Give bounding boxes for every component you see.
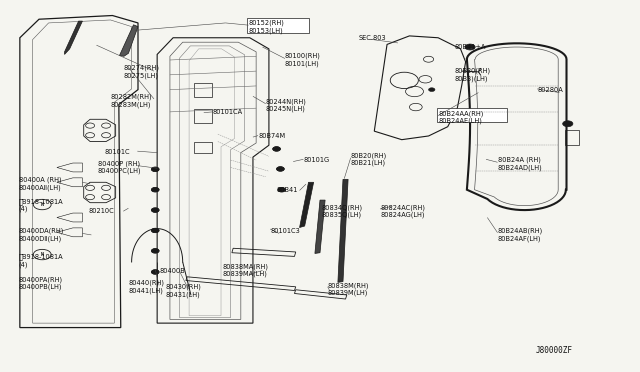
Text: N: N <box>41 252 44 257</box>
Text: 80824AC(RH)
80824AG(LH): 80824AC(RH) 80824AG(LH) <box>380 204 425 218</box>
Polygon shape <box>315 200 325 253</box>
Text: 80400A (RH)
80400AⅡ(LH): 80400A (RH) 80400AⅡ(LH) <box>19 177 61 191</box>
Circle shape <box>563 121 573 127</box>
Circle shape <box>465 44 475 50</box>
Bar <box>437 108 507 122</box>
Text: 80834Q(RH)
80835Q(LH): 80834Q(RH) 80835Q(LH) <box>321 204 362 218</box>
Bar <box>194 83 212 97</box>
Circle shape <box>152 228 159 233</box>
Polygon shape <box>120 25 138 56</box>
Polygon shape <box>300 182 314 228</box>
Text: 80838M(RH)
80839M(LH): 80838M(RH) 80839M(LH) <box>328 282 369 296</box>
Circle shape <box>152 248 159 253</box>
Polygon shape <box>65 21 83 54</box>
Text: 80280A: 80280A <box>537 87 563 93</box>
Text: 80101CA: 80101CA <box>212 109 243 115</box>
Circle shape <box>276 167 284 171</box>
Bar <box>194 141 212 153</box>
Text: 80210C: 80210C <box>89 208 115 214</box>
Circle shape <box>273 147 280 151</box>
Text: 80282M(RH)
80283M(LH): 80282M(RH) 80283M(LH) <box>111 94 152 108</box>
Circle shape <box>152 270 159 274</box>
Text: 80B41+A: 80B41+A <box>454 44 486 50</box>
Text: 80B30(RH)
80B3)(LH): 80B30(RH) 80B3)(LH) <box>454 68 490 82</box>
Text: ⓃB918-1081A
(4): ⓃB918-1081A (4) <box>19 198 63 212</box>
Text: 80101C: 80101C <box>104 149 130 155</box>
Text: 80152(RH)
80153(LH): 80152(RH) 80153(LH) <box>248 20 284 33</box>
Text: SEC.803: SEC.803 <box>358 35 386 41</box>
Circle shape <box>152 208 159 212</box>
Text: 80430(RH)
80431(LH): 80430(RH) 80431(LH) <box>166 283 202 298</box>
Text: 80B24AA(RH)
80B24AE(LH): 80B24AA(RH) 80B24AE(LH) <box>438 110 483 125</box>
Circle shape <box>152 187 159 192</box>
Text: J80000ZF: J80000ZF <box>536 346 573 355</box>
Circle shape <box>278 187 285 192</box>
Text: ⓃB918-1081A
(4): ⓃB918-1081A (4) <box>19 254 63 268</box>
Text: 80101G: 80101G <box>303 157 330 163</box>
Text: 80100(RH)
80101(LH): 80100(RH) 80101(LH) <box>285 53 321 67</box>
Polygon shape <box>338 179 348 282</box>
Text: 80274(RH)
80275(LH): 80274(RH) 80275(LH) <box>124 65 159 79</box>
Text: 80400DA(RH)
80400DⅡ(LH): 80400DA(RH) 80400DⅡ(LH) <box>19 228 64 242</box>
Text: 80440(RH)
80441(LH): 80440(RH) 80441(LH) <box>129 280 164 294</box>
Text: 80244N(RH)
80245N(LH): 80244N(RH) 80245N(LH) <box>266 98 307 112</box>
Text: 80B24AB(RH)
80B24AF(LH): 80B24AB(RH) 80B24AF(LH) <box>497 228 543 242</box>
Circle shape <box>152 167 159 171</box>
Text: N: N <box>41 202 44 207</box>
Text: 80B24A (RH)
80B24AD(LH): 80B24A (RH) 80B24AD(LH) <box>497 157 542 171</box>
Text: 80101C3: 80101C3 <box>270 228 300 234</box>
Text: 80400P (RH)
80400PC(LH): 80400P (RH) 80400PC(LH) <box>98 160 141 174</box>
Bar <box>246 19 309 33</box>
Text: 80B74M: 80B74M <box>258 132 285 139</box>
Text: 80B41: 80B41 <box>276 187 298 193</box>
Bar <box>194 109 212 123</box>
Text: 80B20(RH)
80B21(LH): 80B20(RH) 80B21(LH) <box>351 152 387 166</box>
Circle shape <box>429 88 435 92</box>
Text: 80838MA(RH)
80839MA(LH): 80838MA(RH) 80839MA(LH) <box>223 263 269 278</box>
Bar <box>565 131 579 145</box>
Text: 80400PA(RH)
80400PB(LH): 80400PA(RH) 80400PB(LH) <box>19 276 63 290</box>
Text: 80400B: 80400B <box>159 268 185 274</box>
